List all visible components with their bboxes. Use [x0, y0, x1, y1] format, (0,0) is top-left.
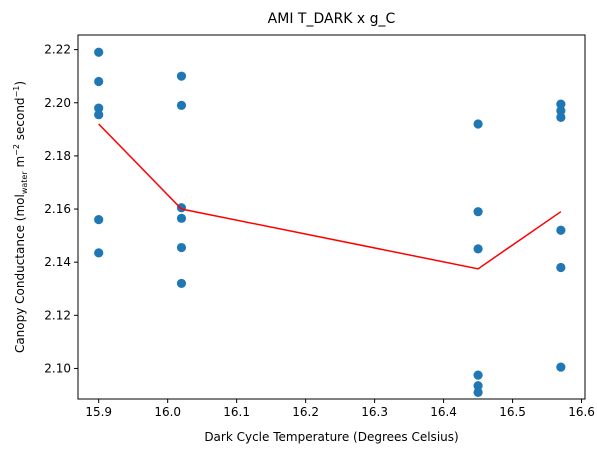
- scatter-point: [473, 244, 483, 254]
- scatter-point: [556, 106, 566, 116]
- x-tick-label: 16.6: [568, 405, 595, 419]
- scatter-point: [556, 362, 566, 372]
- scatter-point: [556, 99, 566, 109]
- trend-line: [98, 123, 562, 270]
- x-tick-label: 15.9: [85, 405, 112, 419]
- y-tick-label: 2.22: [44, 43, 71, 57]
- y-axis-title-close: ): [13, 81, 27, 86]
- x-tick-label: 16.5: [499, 405, 526, 419]
- scatter-point: [176, 242, 187, 253]
- y-tick-label: 2.20: [44, 96, 71, 110]
- x-tick-label: 16.4: [430, 405, 457, 419]
- scatter-point: [176, 278, 187, 289]
- scatter-point: [176, 100, 187, 111]
- series-layer: [94, 47, 566, 397]
- y-axis: 2.10 2.12 2.14 2.16 2.18 2.20 2.22: [44, 43, 78, 375]
- y-tick-label: 2.12: [44, 308, 71, 322]
- x-axis: 15.9 16.0 16.1 16.2 16.3 16.4 16.5 16.6: [85, 399, 595, 419]
- x-axis-title: Dark Cycle Temperature (Degrees Celsius): [204, 430, 458, 444]
- scatter-point: [473, 207, 483, 217]
- y-axis-title-sub: water: [20, 171, 29, 195]
- y-tick-label: 2.16: [44, 202, 71, 216]
- scatter-point: [94, 76, 104, 87]
- y-tick-label: 2.10: [44, 361, 71, 375]
- scatter-point: [556, 262, 566, 273]
- y-axis-title-sup-m: −2: [12, 144, 21, 156]
- chart-title: AMI T_DARK x g_C: [268, 11, 396, 27]
- x-tick-label: 16.3: [361, 405, 388, 419]
- scatter-point: [473, 387, 483, 397]
- y-axis-title-unit-s: second: [13, 97, 27, 144]
- scatter-point: [176, 203, 187, 213]
- x-tick-label: 16.0: [154, 405, 181, 419]
- scatter-point: [94, 248, 104, 258]
- scatter-point: [176, 71, 187, 81]
- scatter-point: [176, 213, 187, 223]
- x-tick-label: 16.2: [292, 405, 319, 419]
- scatter-point: [94, 47, 104, 57]
- x-tick-label: 16.1: [223, 405, 250, 419]
- y-axis-title-sup-s: −1: [12, 86, 21, 98]
- scatter-point: [556, 225, 566, 235]
- scatter-point: [556, 112, 566, 122]
- scatter-point: [473, 381, 483, 391]
- y-axis-title-unit-m: m: [13, 156, 27, 172]
- scatter-point: [94, 215, 104, 225]
- plot-frame: [77, 34, 586, 400]
- scatter-point: [94, 103, 104, 113]
- y-tick-label: 2.18: [44, 149, 71, 163]
- y-tick-label: 2.14: [44, 255, 71, 269]
- scatter-point: [473, 370, 483, 380]
- y-axis-title-main: Canopy Conductance (mol: [13, 194, 27, 353]
- y-axis-title: Canopy Conductance (molwater m−2 second−…: [12, 81, 29, 353]
- scatter-point: [94, 110, 104, 120]
- scatter-point: [473, 119, 483, 129]
